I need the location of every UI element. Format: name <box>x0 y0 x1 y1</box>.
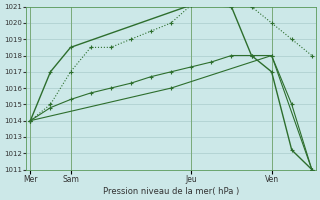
X-axis label: Pression niveau de la mer( hPa ): Pression niveau de la mer( hPa ) <box>103 187 239 196</box>
